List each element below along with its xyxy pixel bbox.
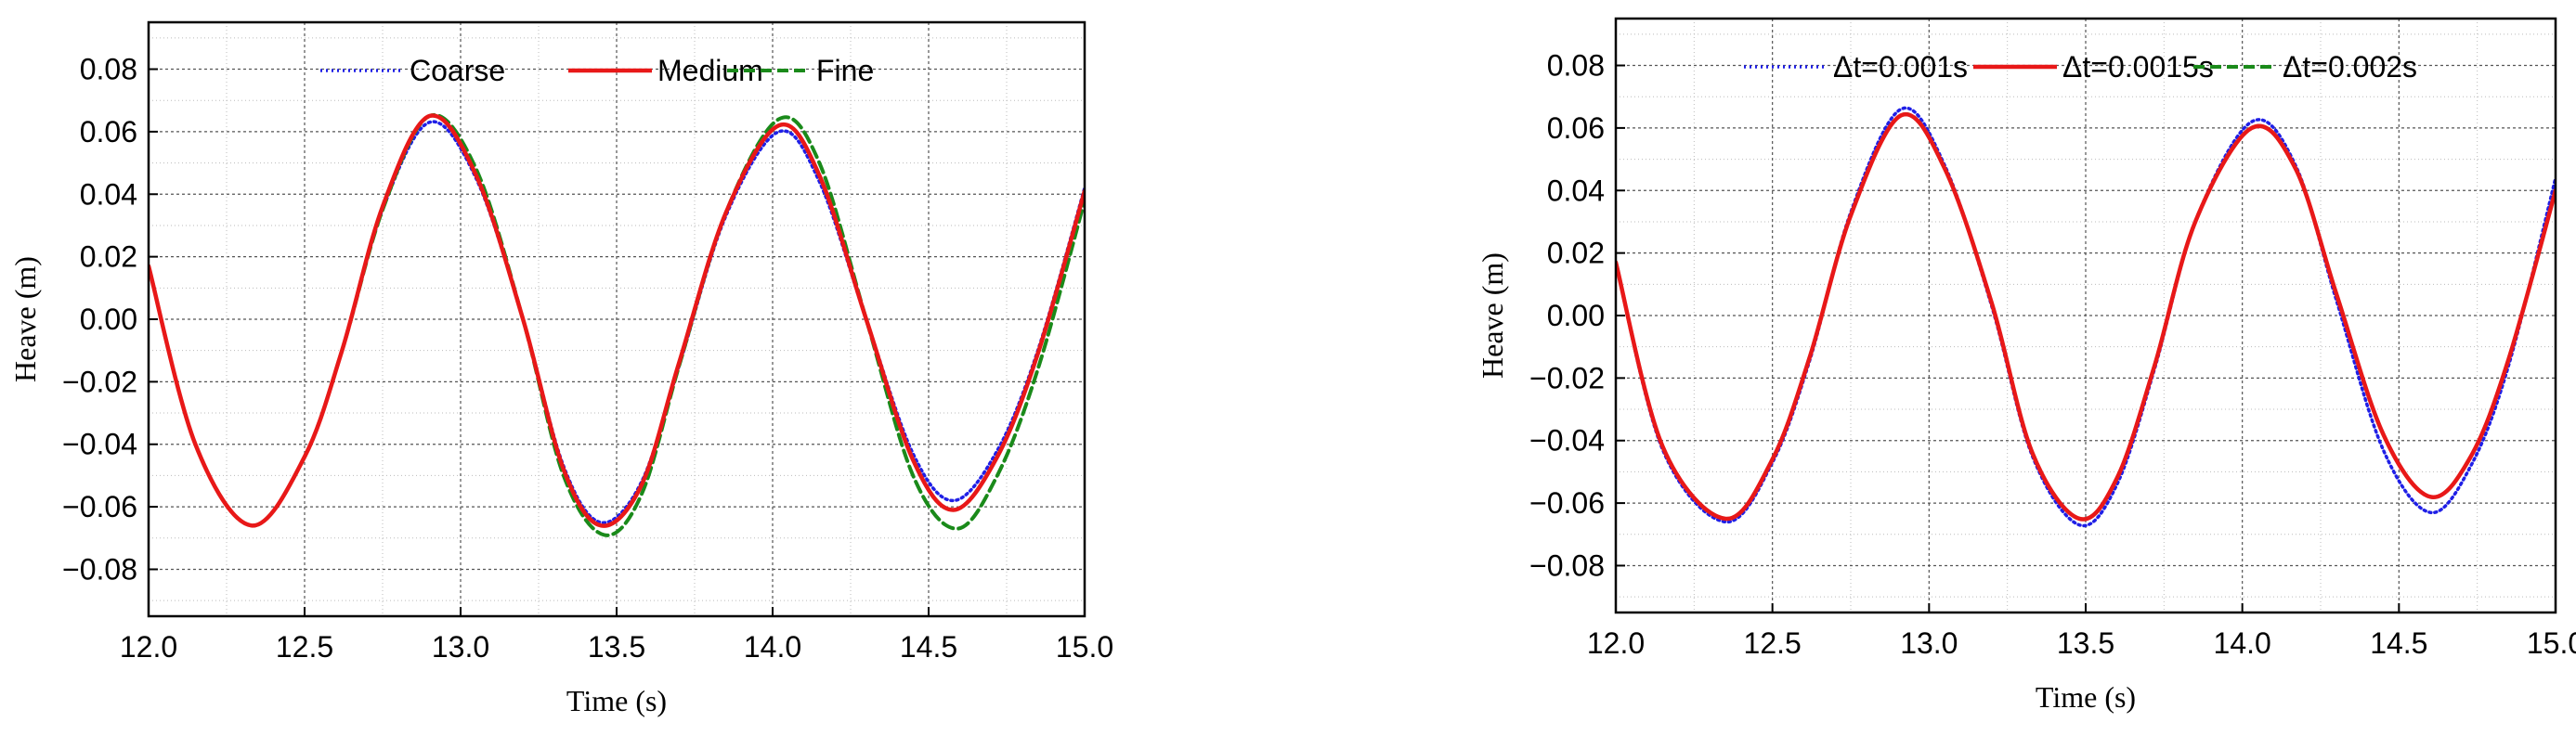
y-tick-label: 0.08 — [80, 53, 137, 86]
y-tick-label: 0.08 — [1547, 49, 1605, 83]
y-tick-label: −0.08 — [62, 552, 137, 586]
x-tick-label: 13.5 — [2057, 626, 2114, 660]
legend-label-2: Fine — [816, 54, 874, 87]
y-tick-label: 0.00 — [1547, 299, 1605, 332]
x-tick-label: 14.0 — [2214, 626, 2271, 660]
y-axis-title: Heave (m) — [1476, 252, 1509, 379]
y-tick-label: 0.04 — [80, 177, 137, 211]
x-tick-label: 12.5 — [276, 630, 333, 664]
y-tick-label: −0.08 — [1529, 548, 1605, 582]
y-axis-title: Heave (m) — [8, 256, 42, 382]
chart-grid-refinement: 0.08 0.06 0.04 0.02 0.00 −0.02 −0.04 −0.06 −0.08… — [8, 20, 1113, 717]
y-tick-label: −0.04 — [1529, 424, 1605, 458]
chart-time-step: 0.08 0.06 0.04 0.02 0.00 −0.02 −0.04 −0.06 −0.08… — [1476, 17, 2576, 714]
series-line-1 — [1616, 111, 2556, 522]
y-tick-label: 0.06 — [80, 115, 137, 148]
grid — [148, 22, 1086, 616]
y-tick-label: 0.06 — [1547, 111, 1605, 145]
x-tick-label: 15.0 — [2527, 626, 2576, 660]
legend-label-1: Δt=0.0015s — [2062, 50, 2214, 84]
legend-label-2: Δt=0.002s — [2283, 50, 2417, 84]
series-line-1 — [149, 113, 1085, 528]
x-tick-label: 13.0 — [432, 630, 489, 664]
y-tick-label: −0.06 — [1529, 486, 1605, 520]
x-tick-label: 14.5 — [900, 630, 957, 664]
x-tick-label: 12.0 — [1587, 626, 1645, 660]
y-tick-label: 0.04 — [1547, 174, 1605, 207]
y-tick-label: 0.02 — [1547, 237, 1605, 270]
x-tick-label: 14.0 — [744, 630, 801, 664]
y-tick-label: −0.04 — [62, 428, 137, 461]
y-tick-label: −0.02 — [1529, 361, 1605, 394]
x-tick-label: 15.0 — [1056, 630, 1113, 664]
legend-label-0: Δt=0.001s — [1833, 50, 1968, 84]
x-tick-label: 12.0 — [120, 630, 177, 664]
grid — [1615, 19, 2556, 612]
y-tick-label: 0.02 — [80, 240, 137, 274]
x-tick-label: 13.0 — [1900, 626, 1958, 660]
legend-label-0: Coarse — [410, 54, 505, 87]
y-tick-label: −0.02 — [62, 365, 137, 398]
series-group — [1616, 106, 2556, 528]
series-group — [149, 112, 1085, 537]
x-tick-label: 14.5 — [2370, 626, 2427, 660]
x-axis-title: Time (s) — [2036, 680, 2136, 714]
x-tick-label: 12.5 — [1744, 626, 1802, 660]
x-tick-label: 13.5 — [588, 630, 645, 664]
y-tick-label: −0.06 — [62, 490, 137, 523]
x-axis-title: Time (s) — [566, 684, 667, 717]
y-tick-label: 0.00 — [80, 303, 137, 336]
